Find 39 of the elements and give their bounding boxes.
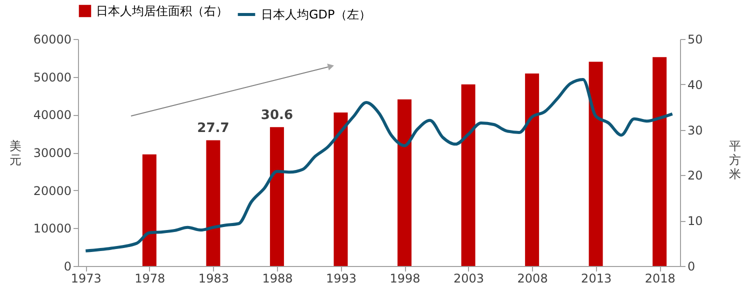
data-label: 27.7 — [197, 121, 230, 136]
bar — [270, 127, 284, 266]
data-label: 30.6 — [260, 108, 294, 124]
bar — [334, 112, 348, 266]
bar — [142, 154, 156, 266]
x-tick-label: 2018 — [644, 272, 676, 286]
line-series — [84, 78, 674, 252]
y-tick-label: 10000 — [33, 222, 72, 236]
x-tick-label: 1998 — [390, 272, 420, 286]
y-axis-title: 美元 — [9, 139, 22, 167]
x-tick-label: 1973 — [70, 272, 102, 286]
bar — [398, 99, 412, 266]
y2-tick-label: 30 — [688, 123, 703, 138]
x-tick-label: 2003 — [454, 272, 484, 286]
x-tick-label: 1993 — [326, 272, 357, 286]
bar — [461, 84, 476, 266]
bar — [525, 74, 540, 266]
bar — [652, 57, 667, 266]
bar — [588, 62, 603, 266]
bar — [206, 140, 220, 266]
y-tick-label: 20000 — [33, 184, 72, 198]
y2-tick-label: 40 — [688, 78, 703, 92]
y-tick-label: 40000 — [33, 108, 72, 122]
y-tick-label: 0 — [64, 260, 72, 274]
y2-tick-label: 10 — [688, 214, 703, 228]
legend-label: 日本人均居住面积（右） — [96, 4, 228, 18]
y-tick-label: 30000 — [33, 146, 72, 160]
legend-label: 日本人均GDP（左） — [261, 8, 371, 22]
x-tick-label: 2008 — [517, 272, 548, 286]
y2-tick-label: 50 — [688, 32, 703, 46]
x-tick-label: 2013 — [581, 272, 612, 286]
y-tick-label: 50000 — [33, 70, 72, 84]
y2-axis-title: 平方米 — [728, 139, 741, 181]
x-tick-label: 1983 — [198, 272, 229, 286]
y-tick-label: 60000 — [33, 32, 72, 46]
x-tick-label: 1978 — [134, 272, 166, 286]
y2-tick-label: 0 — [688, 260, 696, 274]
x-tick-label: 1988 — [262, 272, 293, 286]
y2-tick-label: 20 — [688, 168, 703, 183]
